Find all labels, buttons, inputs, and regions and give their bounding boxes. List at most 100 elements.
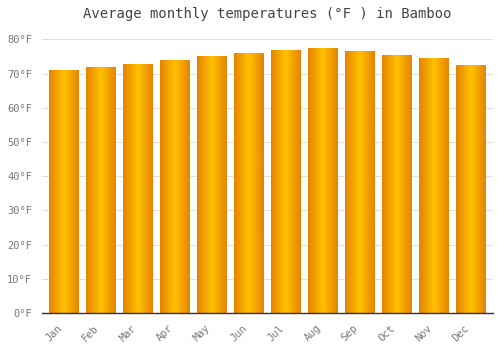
Bar <box>59 70 60 313</box>
Bar <box>103 67 104 313</box>
Bar <box>366 51 367 313</box>
Bar <box>189 60 190 313</box>
Bar <box>257 52 258 313</box>
Bar <box>278 50 279 313</box>
Bar <box>245 52 246 313</box>
Bar <box>134 64 135 313</box>
Bar <box>294 50 295 313</box>
Bar <box>177 60 178 313</box>
Bar <box>418 58 449 313</box>
Bar <box>272 50 273 313</box>
Bar <box>91 67 92 313</box>
Bar <box>284 50 285 313</box>
Bar <box>439 58 440 313</box>
Bar <box>57 70 58 313</box>
Bar <box>71 70 72 313</box>
Bar <box>297 50 298 313</box>
Bar <box>249 52 250 313</box>
Bar <box>329 48 330 313</box>
Bar <box>48 70 50 313</box>
Bar <box>476 65 477 313</box>
Bar <box>152 64 153 313</box>
Bar <box>394 55 395 313</box>
Bar <box>318 48 319 313</box>
Bar <box>469 65 470 313</box>
Bar <box>260 52 261 313</box>
Bar <box>151 64 152 313</box>
Bar <box>218 56 219 313</box>
Bar <box>276 50 277 313</box>
Bar <box>92 67 93 313</box>
Bar <box>348 51 350 313</box>
Bar <box>481 65 482 313</box>
Bar <box>133 64 134 313</box>
Bar <box>206 56 207 313</box>
Bar <box>400 55 401 313</box>
Bar <box>212 56 213 313</box>
Bar <box>256 52 257 313</box>
Bar <box>371 51 372 313</box>
Bar <box>437 58 438 313</box>
Bar <box>126 64 128 313</box>
Bar <box>214 56 215 313</box>
Bar <box>404 55 405 313</box>
Bar <box>263 52 264 313</box>
Bar <box>111 67 112 313</box>
Bar <box>107 67 108 313</box>
Bar <box>456 65 486 313</box>
Bar <box>436 58 437 313</box>
Bar <box>398 55 399 313</box>
Bar <box>290 50 291 313</box>
Bar <box>86 67 116 313</box>
Bar <box>401 55 402 313</box>
Bar <box>224 56 225 313</box>
Bar <box>148 64 149 313</box>
Bar <box>241 52 242 313</box>
Bar <box>479 65 480 313</box>
Bar <box>283 50 284 313</box>
Bar <box>382 55 384 313</box>
Bar <box>418 58 420 313</box>
Bar <box>187 60 188 313</box>
Bar <box>335 48 336 313</box>
Bar <box>168 60 169 313</box>
Bar <box>429 58 430 313</box>
Bar <box>147 64 148 313</box>
Bar <box>200 56 201 313</box>
Bar <box>372 51 373 313</box>
Bar <box>223 56 224 313</box>
Bar <box>67 70 68 313</box>
Bar <box>344 51 375 313</box>
Bar <box>183 60 184 313</box>
Bar <box>246 52 247 313</box>
Bar <box>251 52 252 313</box>
Bar <box>382 55 412 313</box>
Bar <box>55 70 56 313</box>
Bar <box>48 70 79 313</box>
Bar <box>359 51 360 313</box>
Bar <box>337 48 338 313</box>
Bar <box>393 55 394 313</box>
Bar <box>69 70 70 313</box>
Bar <box>399 55 400 313</box>
Bar <box>458 65 460 313</box>
Bar <box>234 52 264 313</box>
Bar <box>431 58 432 313</box>
Bar <box>234 52 236 313</box>
Bar <box>295 50 296 313</box>
Bar <box>93 67 94 313</box>
Bar <box>333 48 334 313</box>
Bar <box>336 48 337 313</box>
Bar <box>52 70 53 313</box>
Bar <box>287 50 288 313</box>
Bar <box>50 70 51 313</box>
Bar <box>184 60 185 313</box>
Bar <box>160 60 162 313</box>
Bar <box>361 51 362 313</box>
Bar <box>185 60 186 313</box>
Bar <box>90 67 91 313</box>
Bar <box>250 52 251 313</box>
Bar <box>344 51 346 313</box>
Bar <box>407 55 408 313</box>
Bar <box>370 51 371 313</box>
